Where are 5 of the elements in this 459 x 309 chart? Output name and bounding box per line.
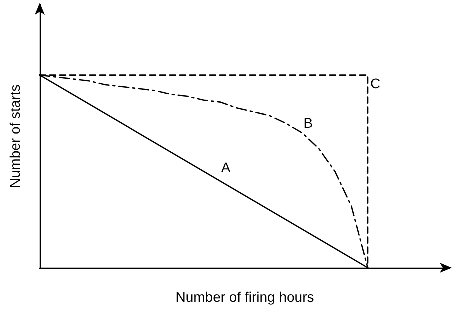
series-label: A: [221, 160, 232, 176]
x-axis-title: Number of firing hours: [176, 289, 314, 305]
y-axis-title: Number of starts: [7, 84, 23, 188]
series-label: B: [304, 115, 314, 132]
series-label: C: [370, 75, 381, 92]
